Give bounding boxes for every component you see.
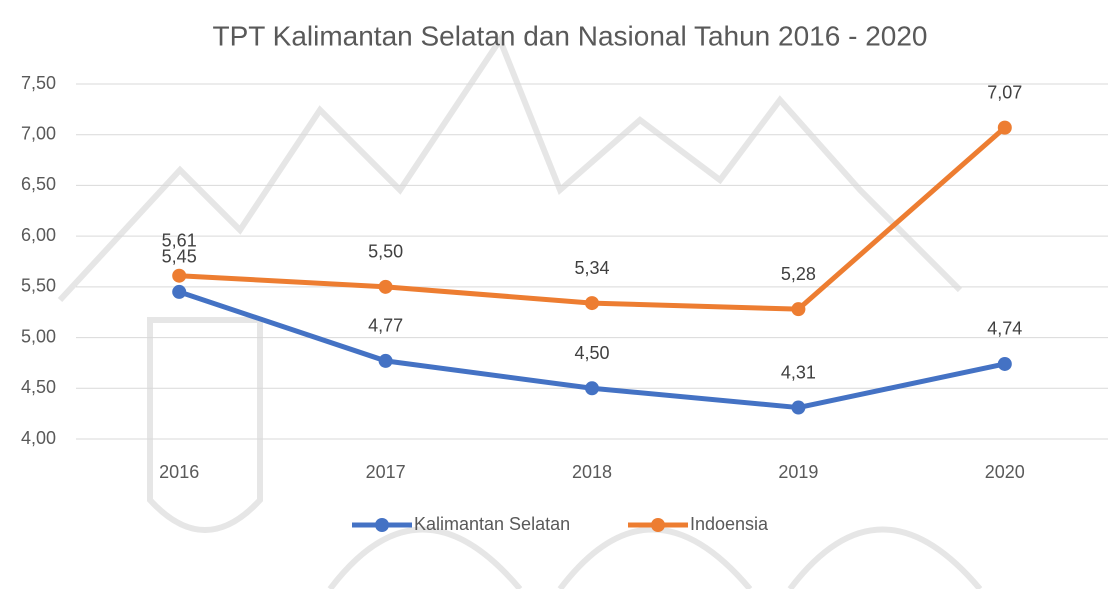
data-point bbox=[585, 296, 599, 310]
data-label: 4,50 bbox=[574, 343, 609, 363]
x-tick-label: 2019 bbox=[778, 462, 818, 482]
x-tick-label: 2020 bbox=[985, 462, 1025, 482]
y-tick-label: 6,00 bbox=[21, 225, 56, 245]
data-point bbox=[791, 401, 805, 415]
series-line bbox=[179, 128, 1005, 310]
data-label: 5,34 bbox=[574, 258, 609, 278]
chart-title: TPT Kalimantan Selatan dan Nasional Tahu… bbox=[212, 20, 927, 51]
y-tick-label: 6,50 bbox=[21, 174, 56, 194]
data-label: 7,07 bbox=[987, 82, 1022, 102]
data-label: 4,31 bbox=[781, 362, 816, 382]
data-label: 5,50 bbox=[368, 242, 403, 262]
y-tick-label: 4,00 bbox=[21, 428, 56, 448]
x-tick-label: 2018 bbox=[572, 462, 612, 482]
legend-label: Indoensia bbox=[690, 514, 769, 534]
data-point bbox=[379, 354, 393, 368]
data-point bbox=[998, 121, 1012, 135]
data-label: 4,77 bbox=[368, 316, 403, 336]
data-point bbox=[172, 285, 186, 299]
y-tick-label: 4,50 bbox=[21, 377, 56, 397]
y-tick-label: 7,50 bbox=[21, 73, 56, 93]
x-tick-label: 2016 bbox=[159, 462, 199, 482]
y-tick-label: 7,00 bbox=[21, 123, 56, 143]
legend-label: Kalimantan Selatan bbox=[414, 514, 570, 534]
data-point bbox=[172, 269, 186, 283]
y-tick-label: 5,50 bbox=[21, 276, 56, 296]
chart: TPT Kalimantan Selatan dan Nasional Tahu… bbox=[0, 0, 1112, 589]
y-tick-label: 5,00 bbox=[21, 326, 56, 346]
data-point bbox=[585, 381, 599, 395]
data-point bbox=[998, 357, 1012, 371]
legend-marker bbox=[375, 518, 389, 532]
data-point bbox=[791, 302, 805, 316]
legend-marker bbox=[651, 518, 665, 532]
x-tick-label: 2017 bbox=[366, 462, 406, 482]
watermark bbox=[60, 40, 980, 589]
data-label: 4,74 bbox=[987, 319, 1022, 339]
data-label: 5,28 bbox=[781, 264, 816, 284]
data-point bbox=[379, 280, 393, 294]
data-label: 5,61 bbox=[162, 230, 197, 250]
